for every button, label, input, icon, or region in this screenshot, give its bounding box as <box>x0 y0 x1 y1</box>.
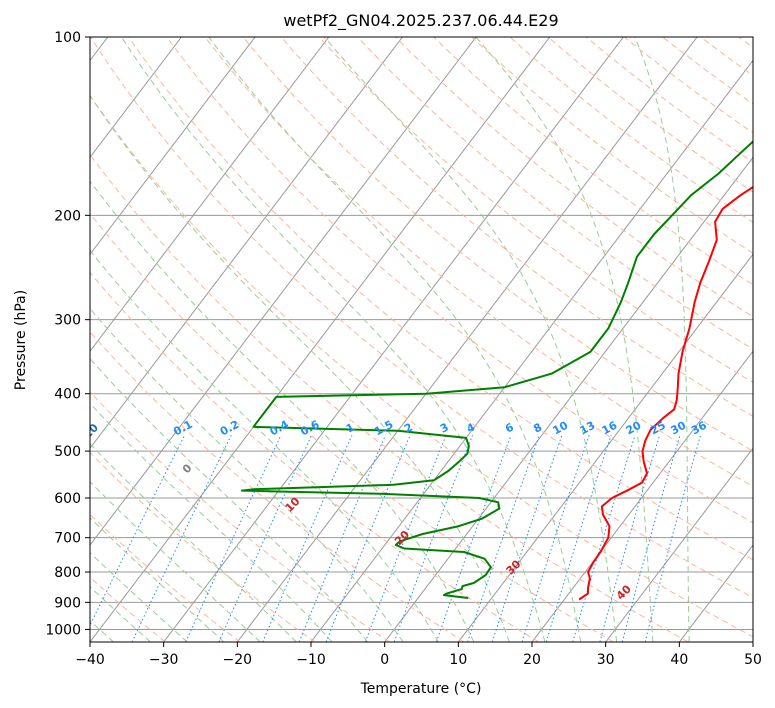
chart-title: wetPf2_GN04.2025.237.06.44.E29 <box>283 11 558 31</box>
mixing-ratio-line <box>364 435 447 642</box>
isotherm-line <box>531 350 753 642</box>
mixing-ratio-label: 30 <box>669 419 689 438</box>
mixing-ratio-line <box>131 434 232 642</box>
y-tick-label: 200 <box>54 208 81 224</box>
y-tick-label: 600 <box>54 491 81 507</box>
mixing-ratio-line <box>621 435 681 642</box>
temperature-profile-line <box>578 185 753 601</box>
dry-adiabat-line <box>90 37 753 599</box>
x-tick-label: −40 <box>75 652 105 668</box>
moist-adiabat-line <box>475 37 654 642</box>
x-tick-label: 40 <box>670 652 688 668</box>
mixing-ratio-label: 36 <box>689 419 709 438</box>
y-tick-label: 400 <box>54 387 81 403</box>
moist-adiabat-line <box>90 517 225 642</box>
tick-layer: −40 −30 −20 −10 0 10 20 30 40 50 100 200 300 400 500 60… <box>45 30 762 668</box>
mixing-ratio-line <box>644 435 702 642</box>
isotherm-line <box>90 37 182 159</box>
isotherm-line <box>384 156 753 642</box>
y-axis-label: Pressure (hPa) <box>13 290 29 390</box>
moist-adiabat-line <box>90 307 404 642</box>
moist-adiabat-line <box>208 37 582 642</box>
mixing-ratio-label: 10 <box>551 419 571 438</box>
x-tick-label: 50 <box>744 652 762 668</box>
isotherm-line <box>90 37 330 353</box>
mixing-ratio-layer <box>90 434 702 642</box>
profile-layer <box>240 140 753 601</box>
dry-adiabat-line <box>395 37 753 318</box>
x-tick-label: −10 <box>296 652 326 668</box>
isotherm-line <box>236 37 698 642</box>
dry-adiabat-label: -10 <box>78 421 101 444</box>
plot-frame <box>89 36 754 643</box>
mixing-ratio-label: 25 <box>648 419 668 438</box>
y-tick-label: 100 <box>54 30 81 46</box>
mixing-ratio-line <box>435 435 512 642</box>
mixing-ratio-line <box>599 435 661 642</box>
moist-adiabat-line <box>90 94 510 642</box>
x-tick-label: 0 <box>380 652 389 668</box>
isotherm-line <box>310 59 753 642</box>
x-tick-label: 20 <box>523 652 541 668</box>
isotherm-line <box>90 37 403 449</box>
dry-adiabat-line <box>90 451 315 642</box>
dry-adiabat-line <box>90 391 390 642</box>
isotherm-line <box>605 447 753 642</box>
moist-adiabat-line <box>90 402 333 642</box>
moist-adiabat-line <box>121 37 546 642</box>
mixing-ratio-label: 13 <box>578 419 598 438</box>
mixing-ratio-line <box>393 435 473 642</box>
mixing-ratio-label: 16 <box>600 419 620 438</box>
isotherm-line <box>90 37 256 256</box>
isotherm-line <box>90 37 477 546</box>
y-tick-label: 500 <box>54 444 81 460</box>
x-tick-label: −20 <box>223 652 253 668</box>
dry-adiabat-line <box>128 37 753 561</box>
dry-adiabat-line <box>242 37 753 452</box>
dry-adiabat-line <box>90 331 465 642</box>
dry-adiabat-line <box>166 37 753 524</box>
mixing-ratio-line <box>90 434 186 627</box>
y-tick-label: 1000 <box>45 622 81 638</box>
mixing-ratio-line <box>262 434 353 642</box>
moist-adiabat-line <box>90 586 151 642</box>
x-tick-label: −30 <box>149 652 179 668</box>
moist-adiabat-line <box>90 443 297 642</box>
isotherm-line <box>457 253 753 642</box>
y-tick-label: 800 <box>54 565 81 581</box>
moist-adiabat-line <box>634 37 690 642</box>
adiabat-layer <box>90 37 753 642</box>
moist-adiabat-line <box>90 180 475 642</box>
moist-adiabat-line <box>90 481 261 642</box>
moist-adiabat-line <box>90 551 188 642</box>
dry-adiabat-line <box>90 576 166 642</box>
dry-adiabat-line <box>357 37 753 350</box>
dry-adiabat-line <box>433 37 753 286</box>
dry-adiabat-line <box>90 153 689 642</box>
moist-adiabat-line <box>90 249 439 642</box>
isotherm-line <box>90 37 551 642</box>
mixing-ratio-label: 20 <box>624 419 644 438</box>
x-tick-label: 10 <box>449 652 467 668</box>
dry-adiabat-line <box>90 212 614 642</box>
x-tick-label: 30 <box>597 652 615 668</box>
y-tick-label: 900 <box>54 595 81 611</box>
dry-adiabat-line <box>90 94 753 638</box>
y-tick-label: 700 <box>54 531 81 547</box>
moist-adiabat-line <box>90 357 369 642</box>
y-tick-label: 300 <box>54 313 81 329</box>
dewpoint-profile-line <box>240 140 753 599</box>
x-axis-label: Temperature (°C) <box>360 681 482 697</box>
moist-adiabat-line <box>323 37 618 642</box>
dry-adiabat-line <box>204 37 753 488</box>
